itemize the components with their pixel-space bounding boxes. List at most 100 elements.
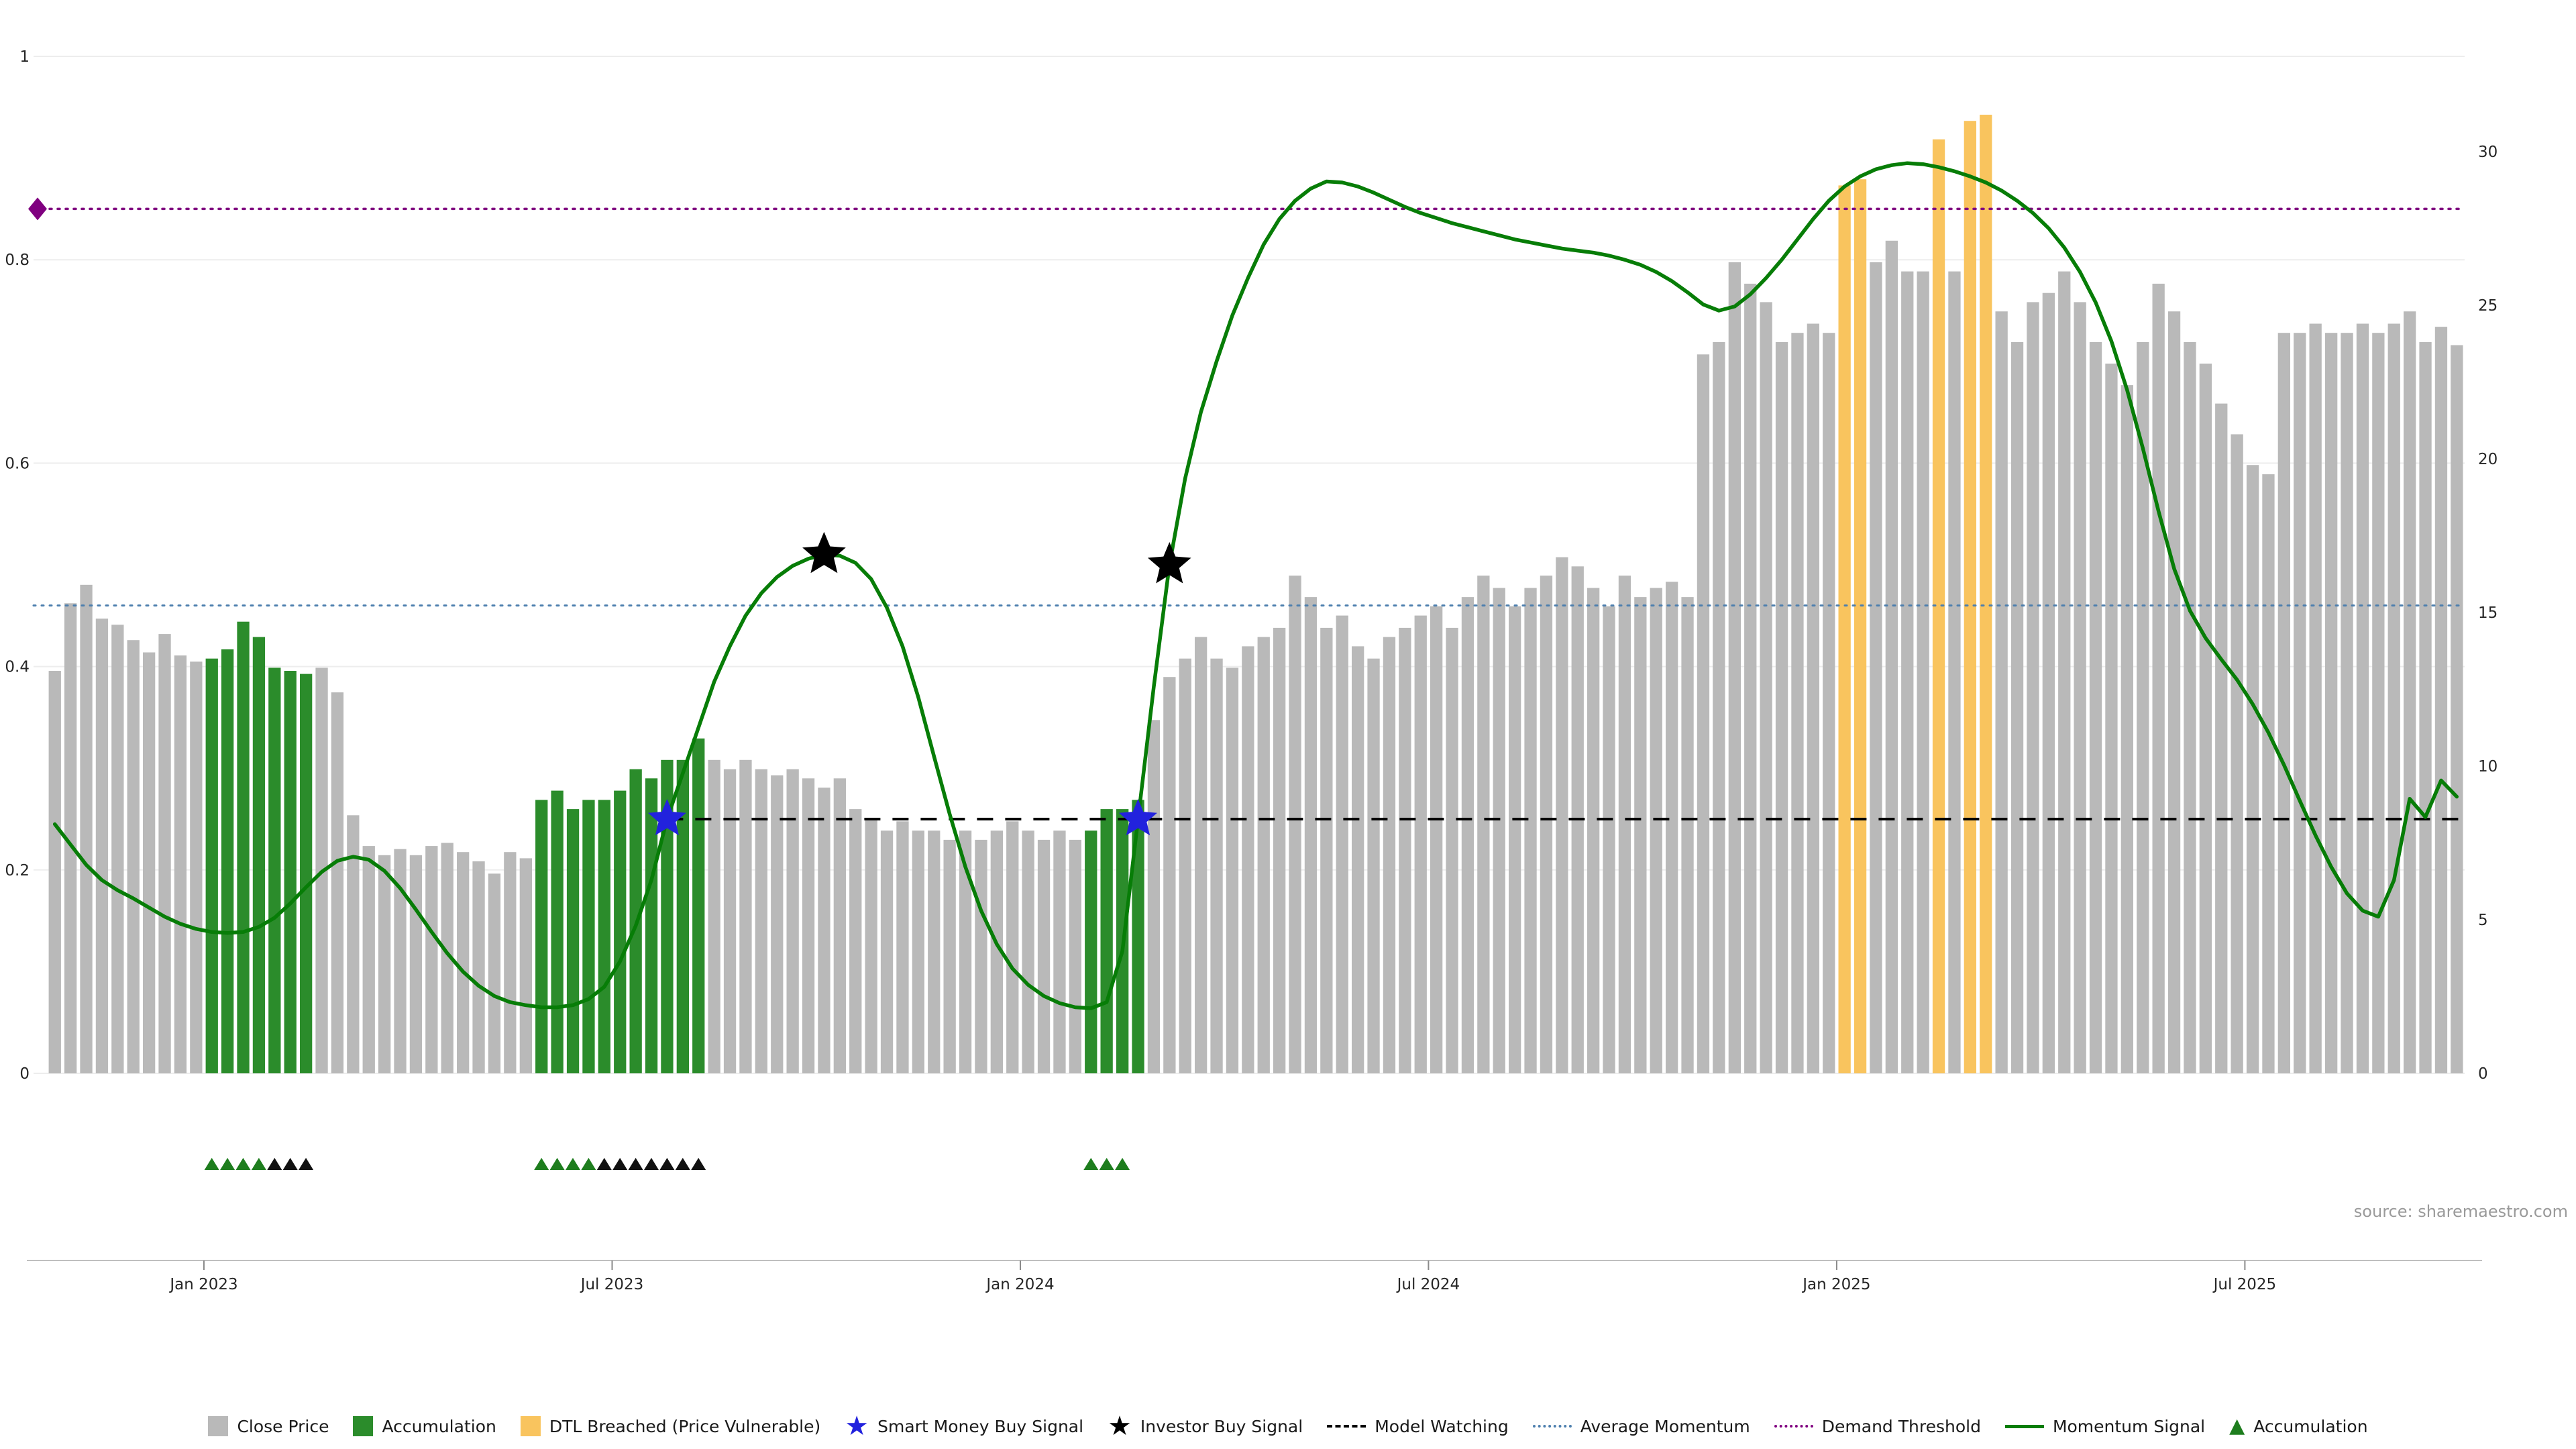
close-price-bar [2199,364,2212,1073]
accumulation-bar [268,667,281,1073]
close-price-bar [1666,582,1678,1073]
legend-label: Close Price [237,1416,329,1436]
left-axis-tick-label: 0.2 [5,862,30,879]
close-price-bar [2184,342,2196,1073]
accumulation-bar [300,674,313,1073]
legend-swatch-square [208,1416,229,1436]
close-price-bar [1775,342,1788,1073]
close-price-bar [1650,588,1662,1073]
accumulation-triangle-dark-icon [659,1158,675,1170]
close-price-bar [912,830,924,1073]
accumulation-triangle-dark-icon [644,1158,659,1170]
smart-money-buy-star-icon [647,799,686,836]
close-price-bar [1556,557,1568,1073]
accumulation-triangle-dark-icon [267,1158,282,1170]
close-price-bar [362,846,375,1073]
accumulation-bar [1085,830,1097,1073]
accumulation-triangle-icon [1099,1158,1114,1170]
close-price-bar [1006,821,1019,1073]
right-axis-tick-label: 25 [2478,297,2498,315]
close-price-bar [928,830,941,1073]
legend-item-dtl-breached-price-vulnerable: DTL Breached (Price Vulnerable) [520,1416,820,1436]
close-price-bar [174,655,187,1073]
close-price-bar [1304,597,1318,1073]
close-price-bar [1603,606,1615,1073]
close-price-bar [1823,333,1835,1074]
close-price-bar [786,769,799,1073]
accumulation-bar [252,637,266,1073]
accumulation-triangle-dark-icon [691,1158,706,1170]
close-price-bar [2451,345,2463,1073]
x-tick-label: Jan 2023 [168,1276,237,1293]
legend-item-average-momentum: Average Momentum [1532,1416,1750,1436]
left-axis-tick-label: 0.6 [5,455,30,472]
close-price-bar [1493,588,1505,1073]
demand-threshold-diamond-icon [28,197,47,221]
close-price-bar [80,584,93,1073]
left-axis-tick-label: 0.8 [5,252,30,269]
accumulation-triangle-icon [534,1158,549,1170]
accumulation-bar [566,809,580,1073]
dtl-breached-bar [1838,185,1851,1073]
close-price-bar [111,625,124,1073]
close-price-bar [723,769,737,1073]
close-price-bar [1336,615,1348,1073]
close-price-bar [331,692,344,1073]
close-price-bar [1446,627,1458,1073]
close-price-bar [1948,271,1961,1074]
close-price-bar [2419,342,2432,1073]
close-price-bar [802,778,815,1073]
legend-item-model-watching: Model Watching [1327,1417,1509,1436]
accumulation-triangle-icon [235,1158,251,1170]
right-axis-tick-label: 0 [2478,1065,2488,1083]
close-price-bar [1037,839,1051,1073]
close-price-bar [2325,333,2338,1074]
x-tick-label: Jan 2024 [985,1276,1054,1293]
accumulation-triangle-dark-icon [299,1158,314,1170]
x-tick-label: Jul 2023 [580,1276,644,1293]
accumulation-bar [692,738,705,1073]
accumulation-bar [205,658,218,1073]
close-price-bar [64,603,77,1073]
close-price-bar [1634,597,1647,1073]
right-axis-tick-label: 15 [2478,604,2498,622]
close-price-bar [708,759,720,1073]
accumulation-bar [614,790,627,1073]
close-price-bar [1791,333,1804,1074]
close-price-bar [2058,271,2071,1074]
close-price-bar [1744,283,1757,1073]
accumulation-triangle-icon [204,1158,219,1170]
accumulation-triangle-dark-icon [675,1158,690,1170]
legend-label: Investor Buy Signal [1140,1416,1303,1436]
close-price-bar [1540,576,1553,1073]
close-price-bar [1414,615,1427,1073]
accumulation-triangle-icon [581,1158,596,1170]
legend-swatch-square [520,1416,541,1436]
legend-label: Average Momentum [1580,1416,1750,1436]
legend-item-demand-threshold: Demand Threshold [1774,1417,1981,1436]
close-price-bar [2341,333,2353,1074]
close-price-bar [833,778,846,1073]
axes: Jan 2023 Jul 2023 Jan 2024 Jul 2024 Jan 2025… [5,48,2498,1293]
close-price-bar [2294,333,2306,1074]
accumulation-bar [676,759,689,1073]
close-price-bar [1524,588,1537,1073]
close-price-bar [2309,323,2322,1073]
accumulation-triangle-dark-icon [612,1158,628,1170]
close-price-bar [865,818,877,1073]
accumulation-bar [551,790,564,1073]
close-price-bar [1713,342,1725,1073]
legend-label: Smart Money Buy Signal [877,1416,1084,1436]
accumulation-triangle-dark-icon [282,1158,298,1170]
close-price-bar [1163,677,1176,1073]
legend-swatch-line-solid [2004,1424,2044,1428]
close-price-bar [1461,597,1474,1073]
close-price-bar [158,634,171,1073]
close-price-bar [1870,262,1882,1073]
close-price-bar [818,788,830,1073]
accumulation-triangle-dark-icon [628,1158,643,1170]
close-price-bar [2010,342,2024,1073]
legend-swatch-line-dashed [1327,1425,1366,1428]
star-icon: ★ [845,1411,869,1442]
